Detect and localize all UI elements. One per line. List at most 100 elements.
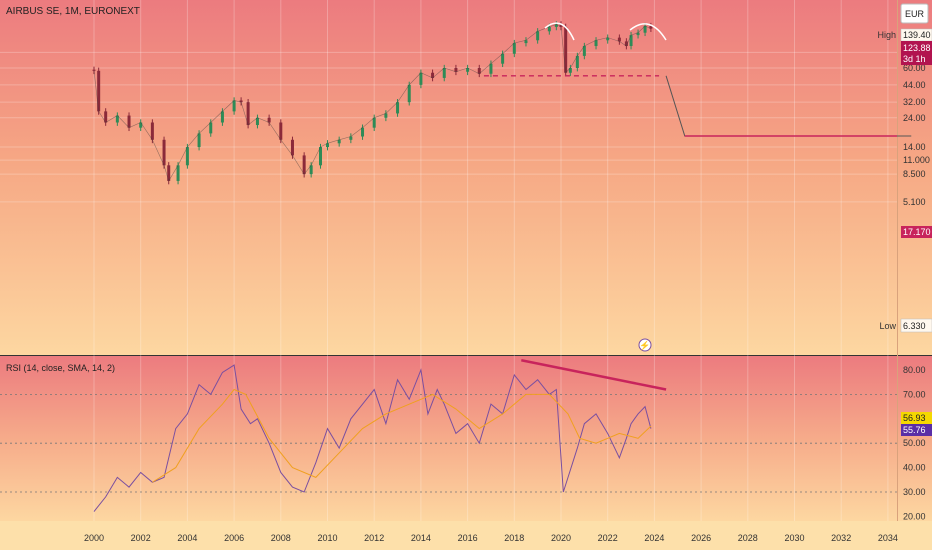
candle-body <box>554 24 558 27</box>
price-panel-bg <box>0 0 932 355</box>
rsi-layer <box>0 359 897 512</box>
candle-body <box>209 122 213 134</box>
candle-body <box>547 26 551 32</box>
time-tick-label: 2028 <box>738 533 758 543</box>
candle-body <box>97 70 101 112</box>
lightning-icon: ⚡ <box>639 340 650 352</box>
rsi-panel-bg <box>0 356 932 521</box>
price-tick-label: 14.00 <box>903 142 926 152</box>
price-tick-label: 44.00 <box>903 80 926 90</box>
candle-body <box>139 122 143 128</box>
rsi-sma-line <box>152 388 652 483</box>
rsi-tick-label: 20.00 <box>903 511 926 521</box>
low-value: 6.330 <box>903 321 926 331</box>
low-label: Low <box>879 321 896 331</box>
candle-body <box>536 31 540 41</box>
candle-body <box>176 165 180 181</box>
candle-body <box>372 117 376 128</box>
time-tick-label: 2024 <box>644 533 664 543</box>
price-tick-label: 5.100 <box>903 197 926 207</box>
candle-body <box>512 43 516 54</box>
rsi-tick-label: 80.00 <box>903 365 926 375</box>
last-price-badge <box>901 41 932 65</box>
double-top-arc <box>544 22 575 41</box>
candle-body <box>624 41 628 47</box>
time-tick-label: 2020 <box>551 533 571 543</box>
target-value: 17.170 <box>903 227 931 237</box>
candle-body <box>643 26 647 33</box>
candle-body <box>442 68 446 78</box>
price-tick-label: 11.000 <box>903 155 930 165</box>
candle-body <box>167 165 171 181</box>
time-tick-label: 2022 <box>598 533 618 543</box>
candle-body <box>524 40 528 44</box>
candle-body <box>501 53 505 64</box>
time-tick-label: 2002 <box>131 533 151 543</box>
candle-body <box>239 100 243 103</box>
time-tick-label: 2006 <box>224 533 244 543</box>
grid <box>0 0 897 521</box>
time-tick-label: 2000 <box>84 533 104 543</box>
candle-body <box>185 147 189 166</box>
time-tick-label: 2010 <box>317 533 337 543</box>
candle-body <box>559 24 563 27</box>
time-tick-label: 2026 <box>691 533 711 543</box>
candle-body <box>92 69 96 71</box>
currency-label: EUR <box>905 9 925 19</box>
price-layer <box>92 21 912 185</box>
candle-body <box>384 113 388 118</box>
price-close-line <box>93 24 652 182</box>
candle-body <box>431 72 435 78</box>
candle-body <box>407 84 411 103</box>
candle-body <box>309 165 313 175</box>
time-tick-label: 2018 <box>504 533 524 543</box>
candle-body <box>232 100 236 112</box>
candle-body <box>267 117 271 123</box>
time-tick-label: 2034 <box>878 533 898 543</box>
candle-body <box>290 139 294 156</box>
low-badge <box>900 318 932 333</box>
candle-body <box>255 117 259 126</box>
price-tick-label: 32.00 <box>903 97 926 107</box>
rsi-value-badge <box>901 424 932 436</box>
time-tick-label: 2016 <box>458 533 478 543</box>
rsi-tick-label: 50.00 <box>903 438 926 448</box>
rsi-label: RSI (14, close, SMA, 14, 2) <box>6 363 115 373</box>
last-price-value: 123.88 <box>903 43 931 53</box>
time-tick-label: 2032 <box>831 533 851 543</box>
rsi-tick-label: 30.00 <box>903 487 926 497</box>
rsi-tick-label: 40.00 <box>903 463 926 473</box>
candle-body <box>575 55 579 69</box>
axis-layer: 2000 2002 2004 2006 2008 2010 2012 2014 2016 2018… <box>84 47 930 543</box>
time-tick-label: 2012 <box>364 533 384 543</box>
candle-body <box>477 68 481 74</box>
candle-body <box>582 46 586 56</box>
candle-body <box>246 102 250 126</box>
currency-box[interactable] <box>900 3 929 24</box>
event-marker-icon[interactable] <box>638 338 652 352</box>
candle-body <box>361 127 365 137</box>
candle-body <box>337 139 341 144</box>
time-tick-label: 2008 <box>271 533 291 543</box>
candle-body <box>302 155 306 175</box>
candle-body <box>162 139 166 166</box>
candle-body <box>568 68 572 73</box>
candle-body <box>617 37 621 42</box>
candle-body <box>466 68 470 72</box>
time-tick-label: 2014 <box>411 533 431 543</box>
candle-body <box>115 115 119 123</box>
rsi-line <box>93 364 652 512</box>
candle-body <box>396 102 400 114</box>
rsi-sma-value: 56.93 <box>903 413 926 423</box>
time-axis-bg <box>0 521 932 550</box>
rsi-tick-label: 70.00 <box>903 389 926 399</box>
candle-body <box>279 122 283 140</box>
candle-body <box>318 147 322 166</box>
double-top-arc <box>629 23 667 41</box>
candle-body <box>564 26 568 73</box>
candle-body <box>419 72 423 85</box>
target-badge <box>901 226 932 238</box>
candle-body <box>197 133 201 148</box>
rsi-trendline <box>521 359 667 391</box>
